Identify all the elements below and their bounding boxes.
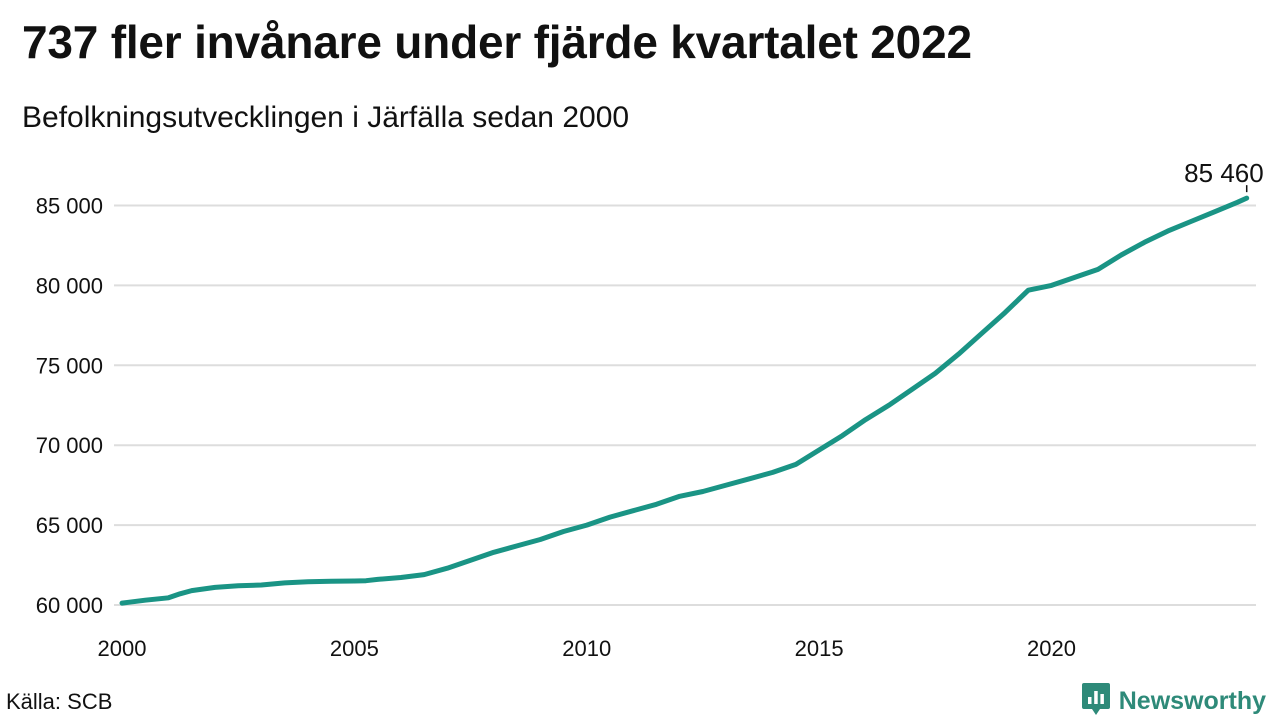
x-tick-label: 2010: [562, 636, 611, 661]
line-chart: 60 000 65 000 70 000 75 000 80 000 85 000 200…: [36, 158, 1264, 661]
source-note: Källa: SCB: [6, 689, 113, 714]
series-group: [119, 195, 1250, 606]
grid-lines: [114, 204, 1256, 606]
series-line: [119, 195, 1250, 606]
brand-name: Newsworthy: [1118, 687, 1266, 715]
y-axis-ticks: 60 000 65 000 70 000 75 000 80 000 85 000: [36, 194, 103, 619]
y-tick-label: 65 000: [36, 513, 103, 538]
chart-subtitle: Befolkningsutvecklingen i Järfälla sedan…: [22, 101, 630, 134]
end-label-group: 85 460: [1184, 158, 1264, 193]
x-tick-label: 2005: [330, 636, 379, 661]
x-axis-ticks: 2000 2005 2010 2015 2020: [98, 636, 1076, 661]
y-tick-label: 75 000: [36, 353, 103, 378]
chart-title: 737 fler invånare under fjärde kvartalet…: [22, 16, 972, 68]
bar-chart-speech-bubble-icon: [1081, 681, 1111, 722]
x-tick-label: 2000: [98, 636, 147, 661]
y-tick-label: 85 000: [36, 194, 103, 219]
y-tick-label: 60 000: [36, 593, 103, 618]
y-tick-label: 70 000: [36, 433, 103, 458]
brand-logo[interactable]: Newsworthy: [1081, 681, 1266, 722]
y-tick-label: 80 000: [36, 273, 103, 298]
x-tick-label: 2020: [1027, 636, 1076, 661]
end-value-label: 85 460: [1184, 158, 1264, 188]
x-tick-label: 2015: [795, 636, 844, 661]
